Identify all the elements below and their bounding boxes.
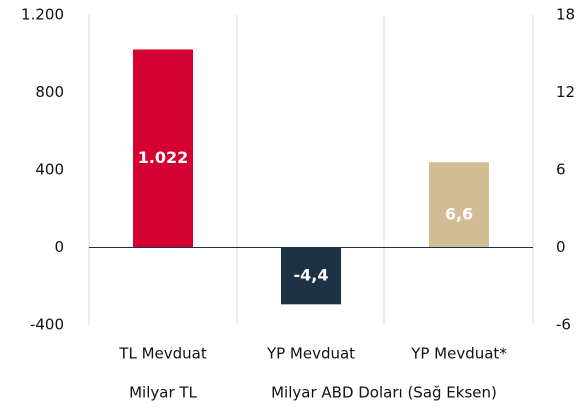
bar — [281, 247, 341, 305]
y-tick-label: 1.200 — [21, 6, 64, 24]
x-tick-label: YP Mevduat* — [410, 345, 507, 363]
annotation: Milyar TL — [129, 384, 197, 402]
y-tick-label: -400 — [30, 316, 64, 334]
data-label: -4,4 — [294, 265, 329, 284]
y-tick-label: 800 — [35, 83, 64, 101]
annotation: Milyar ABD Doları (Sağ Eksen) — [271, 384, 497, 402]
bar — [133, 49, 193, 248]
y2-tick-label: -6 — [556, 316, 571, 334]
x-tick-label: YP Mevduat — [266, 345, 355, 363]
bar — [429, 162, 489, 248]
data-label: 6,6 — [445, 204, 473, 223]
y2-tick-label: 6 — [556, 161, 566, 179]
y2-tick-label: 12 — [556, 83, 575, 101]
data-label: 1.022 — [138, 148, 189, 167]
y2-tick-label: 0 — [556, 238, 566, 256]
y-tick-label: 0 — [54, 238, 64, 256]
x-tick-label: TL Mevduat — [118, 345, 207, 363]
y-tick-label: 400 — [35, 161, 64, 179]
y2-tick-label: 18 — [556, 6, 575, 24]
